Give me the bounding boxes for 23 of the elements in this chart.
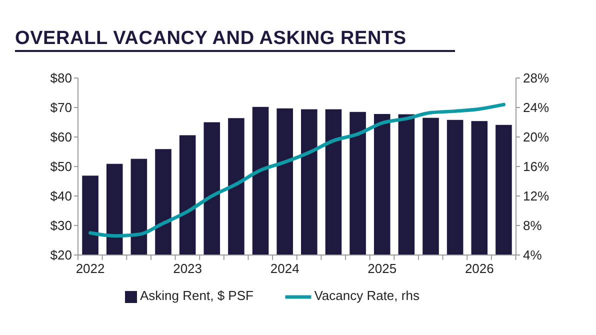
y2-tick-label: 20% [523, 130, 550, 145]
y2-tick-label: 12% [523, 188, 550, 204]
y-tick-label: $30 [50, 218, 72, 234]
y2-tick-label: 8% [523, 218, 542, 234]
line-series [88, 102, 506, 238]
y2-tick-label: 24% [523, 100, 550, 116]
y2-tick-label: 4% [523, 248, 542, 263]
y-tick-label: $40 [50, 188, 72, 204]
x-tick-label: 2025 [368, 261, 397, 276]
y-tick-label: $80 [50, 70, 72, 86]
legend-label: Vacancy Rate, rhs [314, 288, 420, 303]
legend-label: Asking Rent, $ PSF [140, 288, 254, 303]
y2-tick-label: 28% [523, 70, 550, 86]
x-tick-label: 2022 [76, 261, 105, 276]
chart-title: OVERALL VACANCY AND ASKING RENTS [15, 28, 406, 49]
x-tick-label: 2023 [173, 261, 202, 276]
y2-tick-label: 16% [523, 159, 550, 174]
y-tick-label: $70 [50, 100, 72, 116]
x-tick-label: 2026 [464, 261, 494, 276]
x-tick-label: 2024 [270, 261, 300, 276]
y-tick-label: $50 [50, 159, 72, 174]
y-tick-label: $60 [50, 130, 72, 145]
y-tick-label: $20 [50, 248, 72, 263]
